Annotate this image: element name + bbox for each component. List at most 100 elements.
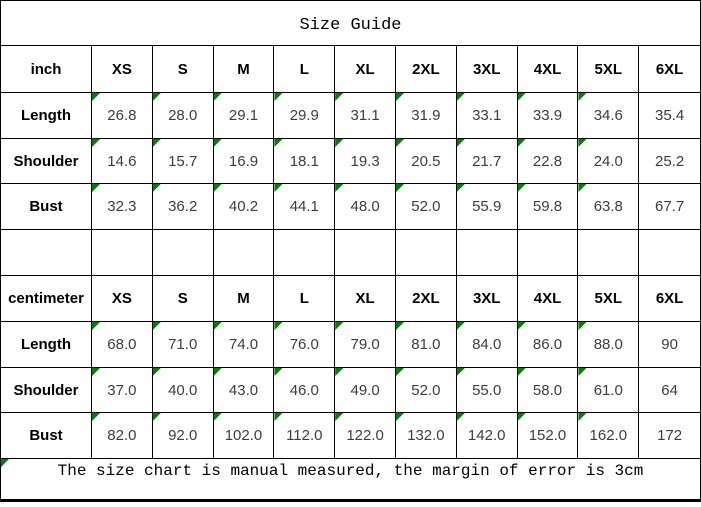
size-header-cell-text: M <box>237 60 250 78</box>
value-cell-text: 15.7 <box>168 152 198 170</box>
value-cell: 55.9 <box>456 184 518 230</box>
row-label-cell: Length <box>1 322 92 368</box>
size-header-cell-text: XL <box>355 60 375 78</box>
size-header-cell-text: 2XL <box>412 290 440 307</box>
value-cell: 36.2 <box>152 184 214 230</box>
row-label-cell: Bust <box>1 413 92 459</box>
value-cell-text: 63.8 <box>593 198 623 215</box>
value-cell-text: 21.7 <box>472 152 502 170</box>
value-cell-text: 26.8 <box>107 107 137 124</box>
value-cell-text: 14.6 <box>107 152 137 170</box>
value-cell-text: 44.1 <box>289 198 319 215</box>
value-cell-text: 40.2 <box>228 198 259 215</box>
value-cell-text: 20.5 <box>411 152 441 170</box>
value-cell: 24.0 <box>578 139 640 184</box>
cell-flag-triangle-icon <box>152 184 161 192</box>
cell-flag-triangle-icon <box>213 184 222 192</box>
size-header-cell: 3XL <box>456 46 518 93</box>
size-header-cell-text: 4XL <box>533 290 562 307</box>
cell-flag-triangle-icon <box>456 139 465 147</box>
size-header-cell-text: S <box>177 290 188 307</box>
cell-flag-triangle-icon <box>517 184 526 192</box>
value-cell-text: 36.2 <box>168 198 198 215</box>
cell-flag-triangle-icon <box>395 368 404 376</box>
spacer-cell <box>639 230 700 276</box>
value-cell-text: 61.0 <box>593 381 623 399</box>
value-cell: 76.0 <box>274 322 336 368</box>
cell-flag-triangle-icon <box>578 93 587 101</box>
size-header-cell: S <box>152 276 214 322</box>
spacer-cell <box>152 230 214 276</box>
cell-flag-triangle-icon <box>456 368 465 376</box>
cell-flag-triangle-icon <box>152 93 161 101</box>
value-cell-text: 55.9 <box>472 198 502 215</box>
size-header-cell: 4XL <box>517 276 579 322</box>
cell-flag-triangle-icon <box>335 368 344 376</box>
value-cell: 26.8 <box>92 93 153 139</box>
value-cell-text: 172 <box>657 427 683 444</box>
value-cell: 64 <box>639 368 700 413</box>
value-cell: 122.0 <box>335 413 396 459</box>
value-cell-text: 28.0 <box>168 107 198 124</box>
value-cell: 162.0 <box>578 413 640 459</box>
value-cell: 49.0 <box>335 368 396 413</box>
cell-flag-triangle-icon <box>92 413 100 421</box>
size-header-cell: XL <box>335 46 396 93</box>
value-cell-text: 19.3 <box>350 152 380 170</box>
cell-flag-triangle-icon <box>395 413 404 421</box>
value-cell-text: 76.0 <box>289 336 319 353</box>
value-cell: 43.0 <box>213 368 275 413</box>
unit-header-cell: inch <box>1 46 92 93</box>
table-title: Size Guide <box>1 1 700 46</box>
cell-flag-triangle-icon <box>1 459 9 467</box>
value-cell-text: 52.0 <box>411 381 441 399</box>
size-header-cell: L <box>274 276 336 322</box>
row-label-cell-text: Length <box>21 336 71 353</box>
value-cell: 14.6 <box>92 139 153 184</box>
row-label-cell: Shoulder <box>1 139 92 184</box>
size-header-cell-text: 4XL <box>533 60 562 78</box>
value-cell-text: 33.1 <box>472 107 502 124</box>
cell-flag-triangle-icon <box>395 322 404 330</box>
value-cell: 67.7 <box>639 184 700 230</box>
cell-flag-triangle-icon <box>274 413 283 421</box>
value-cell-text: 49.0 <box>350 381 380 399</box>
value-cell: 142.0 <box>456 413 518 459</box>
value-cell: 86.0 <box>517 322 579 368</box>
value-cell-text: 48.0 <box>350 198 380 215</box>
row-label-cell-text: Bust <box>29 198 63 215</box>
cell-flag-triangle-icon <box>213 139 222 147</box>
size-header-cell-text: 5XL <box>594 290 623 307</box>
value-cell-text: 162.0 <box>589 427 628 444</box>
value-cell-text: 16.9 <box>228 152 259 170</box>
size-header-cell: S <box>152 46 214 93</box>
cell-flag-triangle-icon <box>335 413 344 421</box>
value-cell: 35.4 <box>639 93 700 139</box>
size-header-cell-text: 3XL <box>472 290 501 307</box>
value-cell: 34.6 <box>578 93 640 139</box>
cell-flag-triangle-icon <box>213 368 222 376</box>
cell-flag-triangle-icon <box>92 368 100 376</box>
cell-flag-triangle-icon <box>335 322 344 330</box>
value-cell: 31.9 <box>395 93 457 139</box>
value-cell-text: 112.0 <box>286 427 323 444</box>
value-cell: 52.0 <box>395 368 457 413</box>
unit-header-cell-text: centimeter <box>8 290 84 307</box>
value-cell: 21.7 <box>456 139 518 184</box>
footer-note-text: The size chart is manual measured, the m… <box>57 462 644 480</box>
value-cell: 16.9 <box>213 139 275 184</box>
value-cell: 18.1 <box>274 139 336 184</box>
value-cell-text: 29.9 <box>289 107 319 124</box>
cell-flag-triangle-icon <box>213 93 222 101</box>
value-cell: 68.0 <box>92 322 153 368</box>
value-cell: 29.1 <box>213 93 275 139</box>
value-cell: 112.0 <box>274 413 336 459</box>
value-cell-text: 55.0 <box>472 381 502 399</box>
cell-flag-triangle-icon <box>335 139 344 147</box>
cell-flag-triangle-icon <box>456 413 465 421</box>
value-cell-text: 59.8 <box>532 198 563 215</box>
size-header-cell: 4XL <box>517 46 579 93</box>
cell-flag-triangle-icon <box>578 368 587 376</box>
value-cell-text: 43.0 <box>228 381 259 399</box>
cell-flag-triangle-icon <box>274 368 283 376</box>
